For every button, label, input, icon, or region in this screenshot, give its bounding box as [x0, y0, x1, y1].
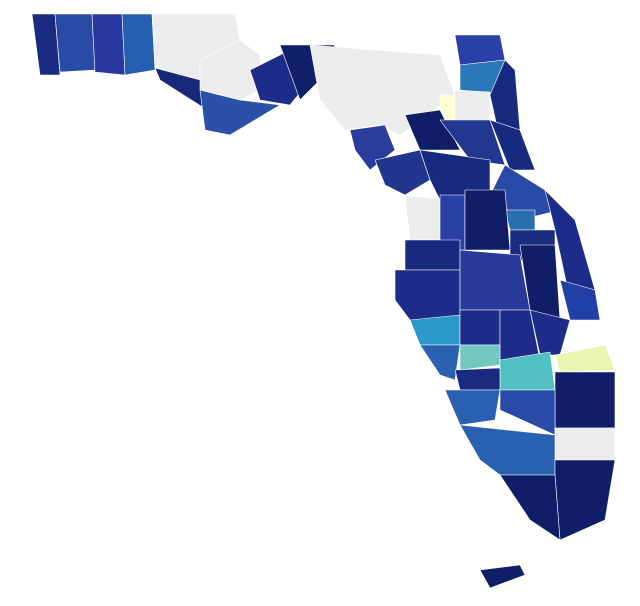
county: [91, 13, 126, 76]
county: [554, 371, 616, 429]
county: [404, 109, 461, 151]
county: [459, 344, 501, 371]
county: [479, 564, 526, 589]
county: [554, 344, 616, 373]
county: [54, 13, 96, 73]
county: [459, 424, 556, 476]
county: [409, 314, 461, 346]
county: [554, 427, 616, 461]
county: [504, 209, 536, 231]
county: [499, 474, 561, 541]
county: [444, 389, 501, 426]
county: [454, 367, 501, 391]
county: [419, 344, 461, 381]
county: [459, 249, 531, 311]
county: [121, 13, 156, 76]
county: [394, 269, 461, 321]
county-layer: [31, 13, 616, 589]
county: [374, 149, 431, 196]
county: [404, 194, 441, 241]
county: [554, 459, 616, 541]
county: [404, 239, 461, 271]
county: [499, 389, 556, 436]
county: [559, 279, 601, 321]
county: [454, 34, 506, 66]
county: [489, 119, 536, 171]
county: [309, 44, 456, 136]
county: [31, 13, 61, 76]
county: [459, 309, 501, 346]
county: [464, 189, 511, 251]
